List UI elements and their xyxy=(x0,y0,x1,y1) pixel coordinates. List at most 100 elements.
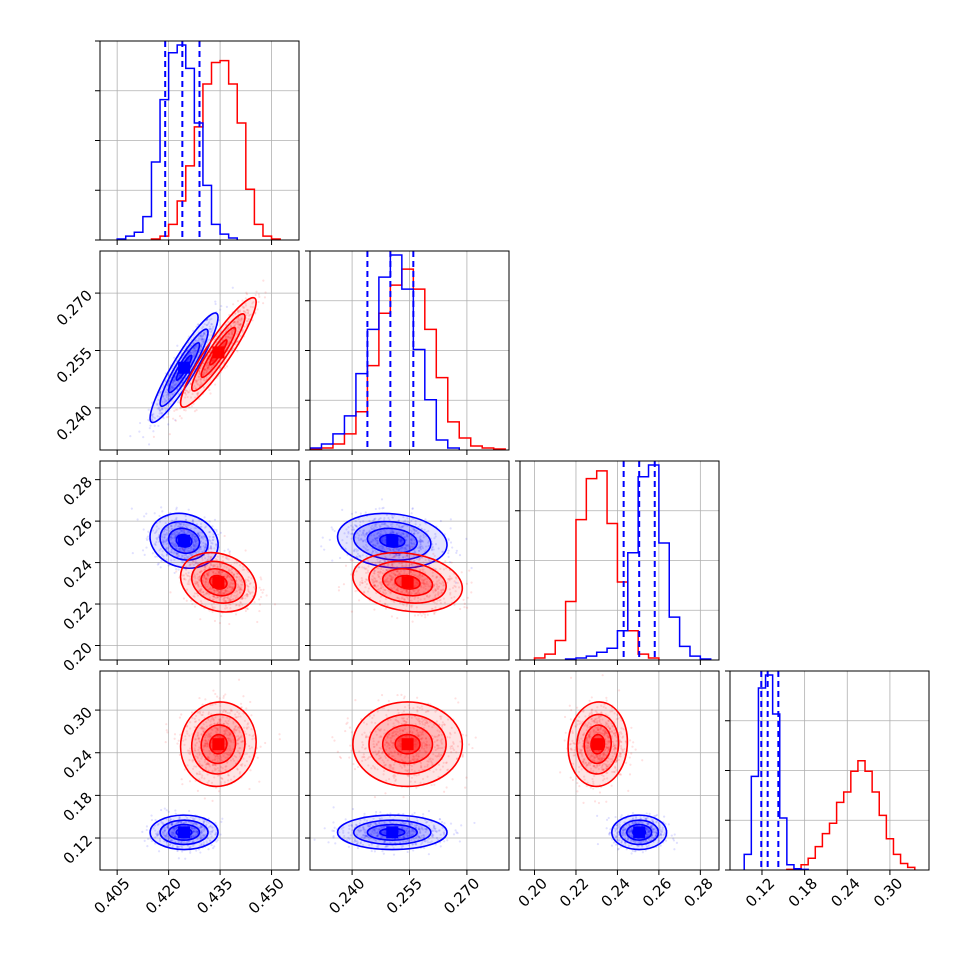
scatter-point xyxy=(169,529,172,533)
scatter-point xyxy=(240,316,243,320)
scatter-point xyxy=(165,529,169,532)
scatter-point xyxy=(239,322,243,326)
scatter-point xyxy=(197,575,200,579)
scatter-point xyxy=(205,577,208,581)
scatter-point xyxy=(191,602,194,606)
scatter-point xyxy=(391,564,394,567)
scatter-point xyxy=(421,540,425,543)
scatter-point xyxy=(192,575,195,578)
panel-0-0 xyxy=(95,40,300,245)
scatter-point xyxy=(228,598,231,601)
scatter-point xyxy=(194,540,197,543)
scatter-point xyxy=(212,570,215,574)
scatter-point xyxy=(241,299,244,302)
scatter-point xyxy=(202,325,205,328)
scatter-point xyxy=(162,540,165,543)
scatter-point xyxy=(419,598,422,601)
scatter-point xyxy=(174,408,178,411)
scatter-point xyxy=(246,308,249,312)
scatter-point xyxy=(230,331,234,334)
scatter-point xyxy=(218,562,221,565)
scatter-point xyxy=(195,581,199,584)
scatter-point xyxy=(422,612,425,615)
scatter-point xyxy=(215,530,218,533)
scatter-point xyxy=(173,535,177,538)
scatter-point xyxy=(216,566,219,569)
scatter-point xyxy=(207,583,210,586)
scatter-point xyxy=(162,417,165,420)
scatter-point xyxy=(202,379,205,382)
scatter-point xyxy=(419,537,422,541)
scatter-point xyxy=(226,590,229,593)
scatter-point xyxy=(163,807,166,810)
scatter-point xyxy=(192,844,195,848)
scatter-point xyxy=(350,553,353,557)
scatter-point xyxy=(165,554,168,557)
scatter-point xyxy=(203,575,206,579)
scatter-point xyxy=(141,549,145,552)
scatter-point xyxy=(404,546,407,549)
scatter-point xyxy=(241,583,244,586)
scatter-point xyxy=(207,364,210,367)
scatter-point xyxy=(258,586,261,589)
scatter-point xyxy=(196,562,200,565)
scatter-point xyxy=(227,599,230,603)
scatter-point xyxy=(180,417,183,420)
scatter-point xyxy=(195,551,198,554)
scatter-point xyxy=(262,588,265,591)
scatter-point xyxy=(391,563,394,567)
scatter-point xyxy=(170,839,173,842)
scatter-point xyxy=(192,402,195,405)
scatter-point xyxy=(245,320,249,323)
scatter-point xyxy=(244,311,247,315)
scatter-point xyxy=(203,332,206,335)
scatter-point xyxy=(195,538,198,541)
scatter-point xyxy=(212,358,215,361)
scatter-point xyxy=(366,571,370,574)
scatter-point xyxy=(187,530,191,533)
scatter-point xyxy=(185,389,188,392)
scatter-point xyxy=(429,585,432,588)
scatter-point xyxy=(396,570,399,573)
scatter-point xyxy=(148,427,151,430)
scatter-point xyxy=(373,571,376,575)
scatter-point xyxy=(208,839,211,842)
scatter-point xyxy=(178,374,182,377)
scatter-point xyxy=(400,590,403,593)
scatter-point xyxy=(358,583,362,586)
scatter-point xyxy=(463,606,466,609)
scatter-point xyxy=(417,539,421,543)
scatter-point xyxy=(256,308,259,311)
scatter-point xyxy=(379,517,382,520)
scatter-point xyxy=(147,837,150,841)
scatter-point xyxy=(175,552,178,555)
scatter-point xyxy=(212,598,215,601)
scatter-point xyxy=(188,550,191,553)
scatter-point xyxy=(209,556,212,559)
scatter-point xyxy=(189,531,192,535)
scatter-point xyxy=(237,586,240,589)
scatter-point xyxy=(171,386,174,389)
scatter-point xyxy=(245,707,248,710)
scatter-point xyxy=(200,522,203,525)
scatter-point xyxy=(397,573,401,576)
scatter-point xyxy=(434,594,437,598)
scatter-point xyxy=(238,326,241,329)
scatter-point xyxy=(204,357,208,360)
scatter-point xyxy=(142,435,145,439)
scatter-point xyxy=(155,525,158,528)
scatter-point xyxy=(395,580,398,583)
scatter-point xyxy=(406,592,409,595)
scatter-point xyxy=(413,614,417,617)
scatter-point xyxy=(394,573,397,576)
scatter-point xyxy=(157,424,160,428)
scatter-point xyxy=(247,576,250,579)
scatter-point xyxy=(230,567,234,571)
scatter-point xyxy=(211,826,214,829)
scatter-point xyxy=(136,518,139,521)
scatter-point xyxy=(209,562,212,565)
scatter-point xyxy=(383,580,386,583)
scatter-point xyxy=(436,583,439,586)
scatter-point xyxy=(199,348,202,352)
scatter-point xyxy=(202,593,205,596)
